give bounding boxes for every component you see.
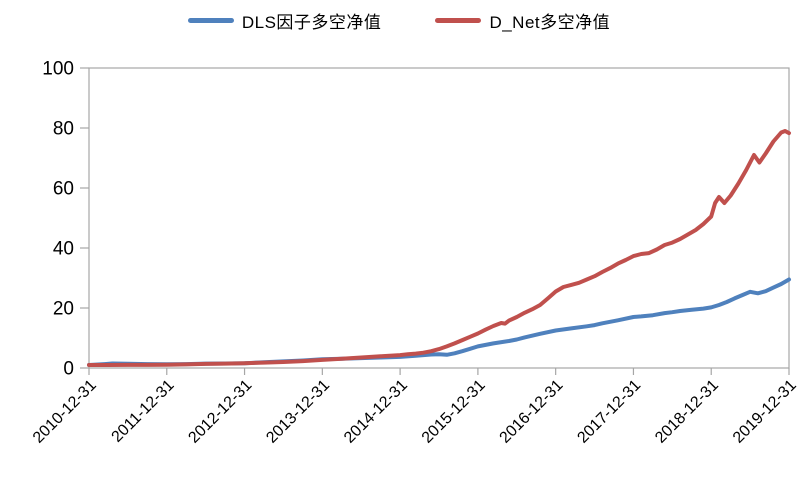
chart-legend: DLS因子多空净值 D_Net多空净值 <box>0 8 798 33</box>
x-tick-label: 2018-12-31 <box>652 377 722 447</box>
x-tick-label: 2014-12-31 <box>341 377 411 447</box>
legend-label-dls: DLS因子多空净值 <box>241 13 382 32</box>
y-tick-label: 40 <box>53 239 74 260</box>
x-tick-label: 2010-12-31 <box>30 377 100 447</box>
x-tick-label: 2012-12-31 <box>185 377 255 447</box>
y-tick-label: 60 <box>53 179 74 200</box>
legend-line-swatch-red <box>435 18 482 23</box>
plot-border <box>88 67 790 369</box>
x-tick-label: 2019-12-31 <box>730 377 798 447</box>
series-line <box>87 277 791 367</box>
x-tick-label: 2016-12-31 <box>497 377 567 447</box>
y-tick-label: 80 <box>53 119 74 140</box>
series-line <box>87 129 791 367</box>
x-tick-label: 2013-12-31 <box>263 377 333 447</box>
y-tick-label: 100 <box>42 59 74 80</box>
y-tick-label: 20 <box>53 299 74 320</box>
legend-item-dnet: D_Net多空净值 <box>435 8 610 33</box>
legend-line-swatch-blue <box>187 18 234 23</box>
x-tick-label: 2017-12-31 <box>574 377 644 447</box>
legend-item-dls: DLS因子多空净值 <box>187 8 382 33</box>
y-tick-label: 0 <box>63 359 74 380</box>
x-tick-label: 2015-12-31 <box>419 377 489 447</box>
legend-label-dnet: D_Net多空净值 <box>489 13 611 32</box>
x-tick-label: 2011-12-31 <box>109 377 178 446</box>
